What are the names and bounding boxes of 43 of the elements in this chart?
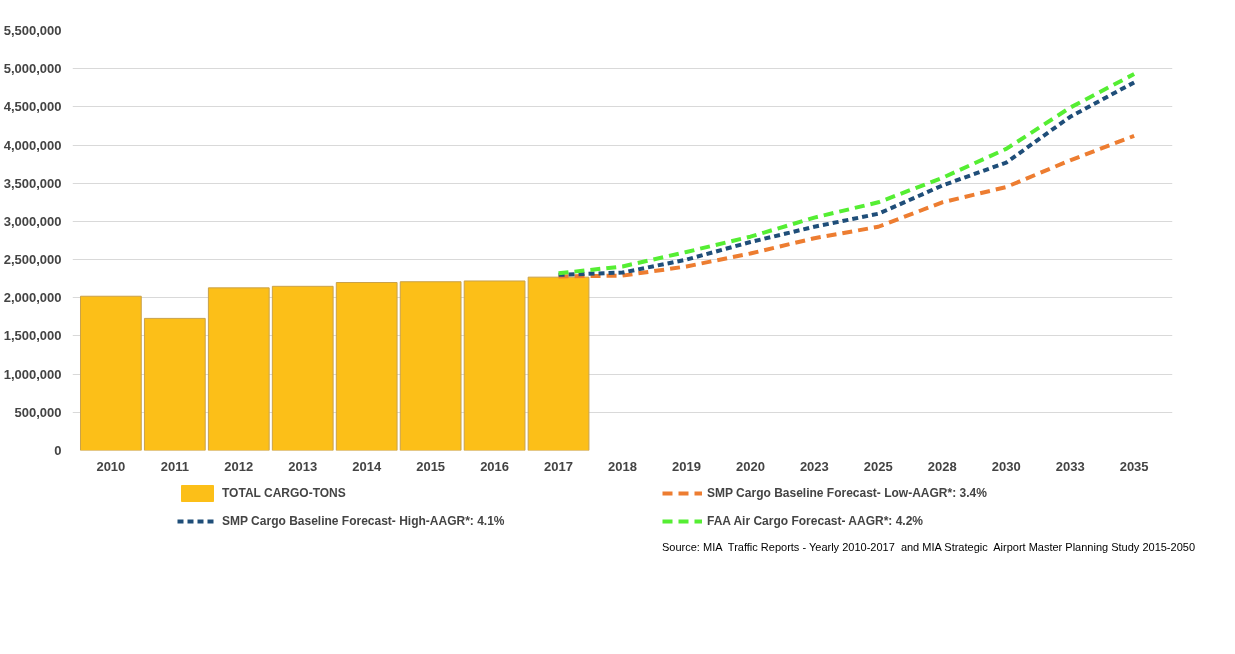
legend-label: SMP Cargo Baseline Forecast- High-AAGR*: 4.1%	[222, 514, 506, 528]
y-tick-label: 500,000	[14, 404, 62, 420]
x-tick-label: 2035	[1119, 458, 1149, 474]
y-tick-label: 0	[54, 443, 62, 458]
legend-label: SMP Cargo Baseline Forecast- Low-AAGR*: 3.4%	[707, 486, 988, 500]
y-tick-label: 1,000,000	[3, 366, 62, 382]
x-tick-label: 2028	[927, 458, 957, 474]
x-tick-label: 2014	[352, 458, 382, 474]
y-tick-label: 5,000,000	[3, 61, 62, 77]
x-tick-label: 2017	[544, 458, 574, 474]
bar	[527, 276, 590, 451]
x-tick-label: 2013	[288, 458, 318, 474]
y-tick-label: 2,000,000	[3, 290, 62, 306]
x-tick-label: 2020	[735, 458, 765, 474]
bar	[271, 285, 334, 451]
x-tick-label: 2018	[608, 458, 637, 474]
x-tick-label: 2012	[224, 458, 254, 474]
x-tick-label: 2016	[480, 458, 510, 474]
x-tick-label: 2015	[416, 458, 446, 474]
x-tick-label: 2023	[799, 458, 829, 474]
y-tick-label: 5,500,000	[3, 23, 62, 38]
x-tick-label: 2033	[1055, 458, 1085, 474]
y-tick-label: 3,000,000	[3, 213, 62, 229]
legend-label: FAA Air Cargo Forecast- AAGR*: 4.2%	[707, 514, 925, 528]
y-tick-label: 3,500,000	[3, 175, 62, 191]
source-note: Source: MIA Traffic Reports - Yearly 2010-2017 and MIA Strategic Airport Master Planning Study 2015-2050	[662, 540, 1195, 555]
x-tick-label: 2010	[96, 458, 126, 474]
y-tick-label: 4,000,000	[3, 137, 62, 153]
bar	[79, 295, 142, 451]
bar	[207, 287, 270, 451]
bar	[143, 317, 206, 451]
x-tick-label: 2019	[671, 458, 701, 474]
legend-label: TOTAL CARGO-TONS	[222, 486, 347, 500]
line-series	[556, 133, 1137, 279]
bar	[399, 281, 462, 451]
x-tick-label: 2030	[991, 458, 1021, 474]
y-tick-label: 2,500,000	[3, 252, 62, 268]
y-tick-label: 1,500,000	[3, 328, 62, 344]
x-tick-label: 2011	[160, 458, 189, 474]
bar	[335, 282, 398, 451]
x-tick-label: 2025	[863, 458, 893, 474]
y-tick-label: 4,500,000	[3, 99, 62, 115]
bar	[463, 280, 526, 451]
